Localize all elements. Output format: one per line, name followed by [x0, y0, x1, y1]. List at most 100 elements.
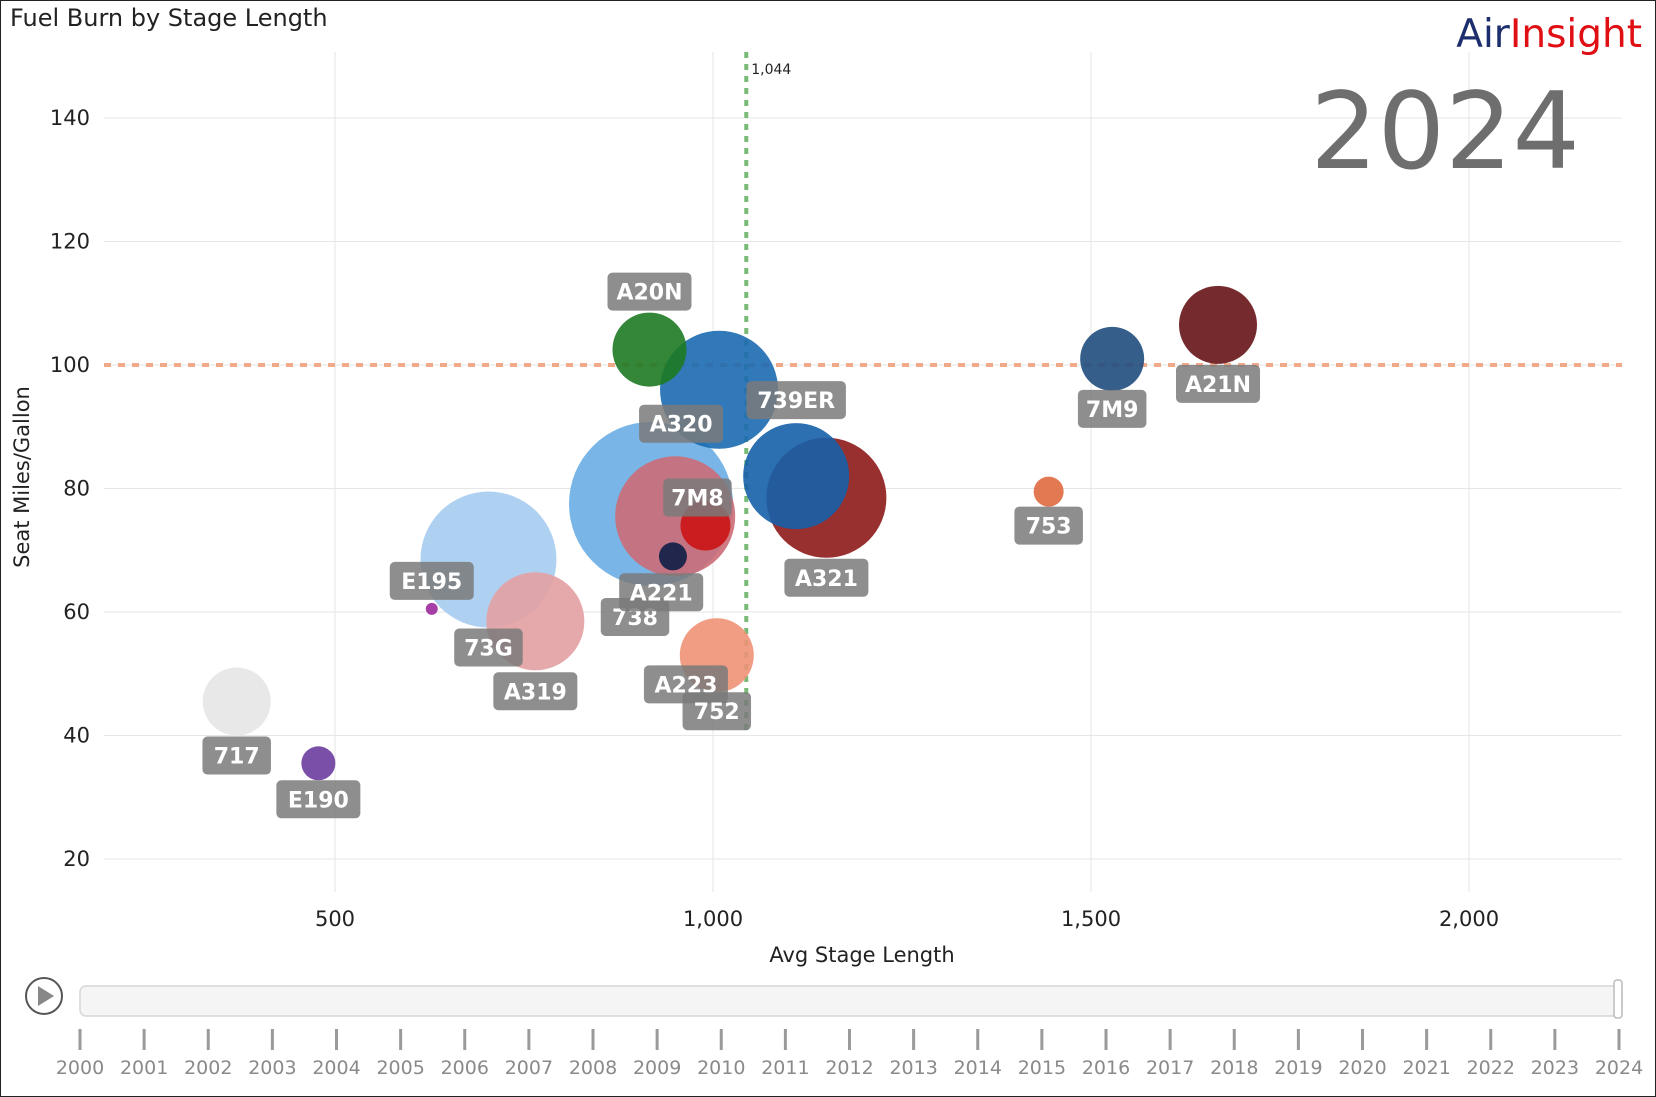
timeline-year-2021[interactable]: 2021: [1402, 1057, 1450, 1079]
axes: 500 1,000 1,500 2,000 20 40 60 80 100 120 140 Avg S…: [10, 106, 1499, 967]
bubble-label: 752: [682, 692, 752, 731]
bubble-label-text: E190: [288, 788, 349, 813]
timeline-year-2019[interactable]: 2019: [1274, 1057, 1322, 1079]
timeline: 2000 2001 2002 2003 2004 2005 2006 2007 2008 2009…: [25, 977, 1643, 1079]
y-axis-title: Seat Miles/Gallon: [10, 386, 34, 568]
current-year-label: 2024: [1310, 70, 1580, 193]
timeline-year-2009[interactable]: 2009: [633, 1057, 681, 1079]
bubble-label-text: A321: [795, 567, 858, 592]
play-button[interactable]: [25, 977, 63, 1015]
x-tick-label: 2,000: [1439, 907, 1499, 931]
bubble-753[interactable]: [1033, 476, 1064, 507]
timeline-year-2007[interactable]: 2007: [505, 1057, 553, 1079]
timeline-year-2018[interactable]: 2018: [1210, 1057, 1258, 1079]
x-tick-label: 500: [315, 907, 355, 931]
bubble-label-background: [619, 573, 704, 612]
bubble-label: 717: [202, 736, 271, 775]
bubble-label-background: [493, 672, 578, 711]
bubble-label-background: [607, 272, 692, 311]
bubble-label-text: A21N: [1185, 373, 1251, 398]
bubble-label-text: 7M8: [671, 487, 724, 512]
bubble-label: 7M8: [663, 478, 732, 517]
timeline-year-2015[interactable]: 2015: [1018, 1057, 1066, 1079]
bubble-label-text: 752: [694, 700, 740, 725]
x-axis-title: Avg Stage Length: [769, 943, 954, 967]
y-tick-label: 80: [63, 477, 90, 501]
timeline-year-2005[interactable]: 2005: [376, 1057, 424, 1079]
timeline-year-2004[interactable]: 2004: [312, 1057, 360, 1079]
bubble-739er[interactable]: [743, 423, 850, 530]
timeline-year-2022[interactable]: 2022: [1467, 1057, 1515, 1079]
bubble-label-background: [389, 561, 474, 600]
bubble-label-background: [639, 404, 724, 443]
bubble-label: A320: [639, 404, 724, 443]
bubble-label: A319: [493, 672, 578, 711]
bubble-labels: 717E190E19573GA319738A221A223A20NA3207M8…: [202, 272, 1261, 819]
bubble-label-text: A320: [650, 413, 713, 438]
timeline-year-2002[interactable]: 2002: [184, 1057, 232, 1079]
x-tick-label: 1,500: [1061, 907, 1121, 931]
bubble-a20n[interactable]: [612, 312, 687, 387]
timeline-year-2008[interactable]: 2008: [569, 1057, 617, 1079]
bubble-e190[interactable]: [301, 746, 336, 781]
timeline-year-2000[interactable]: 2000: [56, 1057, 104, 1079]
bubble-label: E195: [389, 561, 474, 600]
timeline-year-2023[interactable]: 2023: [1531, 1057, 1579, 1079]
chart-title: Fuel Burn by Stage Length: [10, 4, 328, 32]
y-tick-label: 140: [50, 106, 90, 130]
bubble-label-background: [1077, 389, 1147, 428]
bubble-a223[interactable]: [658, 542, 687, 571]
brand-air: Air: [1456, 12, 1510, 57]
timeline-slider-handle[interactable]: [1613, 979, 1623, 1019]
play-icon: [38, 986, 54, 1006]
bubble-label-text: A319: [504, 680, 567, 705]
bubble-a21n[interactable]: [1179, 285, 1258, 364]
timeline-year-2010[interactable]: 2010: [697, 1057, 745, 1079]
bubble-label-background: [1014, 506, 1083, 545]
bubble-label-text: 753: [1026, 515, 1072, 540]
bubble-e195[interactable]: [425, 602, 438, 615]
timeline-year-2012[interactable]: 2012: [825, 1057, 873, 1079]
bubble-label-background: [746, 381, 846, 420]
y-tick-label: 100: [50, 353, 90, 377]
bubble-label: 7M9: [1077, 389, 1147, 428]
bubble-label-text: 73G: [464, 637, 513, 662]
y-tick-label: 20: [63, 847, 90, 871]
bubble-label: 73G: [454, 628, 523, 667]
bubble-label-text: 717: [214, 745, 260, 770]
bubbles: [202, 285, 1258, 781]
bubble-label: 739ER: [746, 381, 846, 420]
bubble-7m9[interactable]: [1080, 326, 1145, 391]
timeline-year-2006[interactable]: 2006: [441, 1057, 489, 1079]
timeline-year-2016[interactable]: 2016: [1082, 1057, 1130, 1079]
bubble-label: 753: [1014, 506, 1083, 545]
bubble-label: A221: [619, 573, 704, 612]
bubble-label-text: A221: [630, 581, 693, 606]
bubble-label-text: A20N: [616, 281, 682, 306]
bubble-label-background: [682, 692, 752, 731]
x-tick-label: 1,000: [683, 907, 743, 931]
brand-insight: Insight: [1509, 12, 1642, 57]
timeline-year-2013[interactable]: 2013: [889, 1057, 937, 1079]
y-tick-label: 60: [63, 600, 90, 624]
timeline-year-2024[interactable]: 2024: [1595, 1057, 1643, 1079]
bubble-label-text: E195: [401, 570, 462, 595]
y-tick-label: 40: [63, 724, 90, 748]
bubble-label: A20N: [607, 272, 692, 311]
bubble-label-text: 7M9: [1086, 398, 1139, 423]
bubble-label-background: [454, 628, 523, 667]
timeline-year-2017[interactable]: 2017: [1146, 1057, 1194, 1079]
bubble-label-background: [663, 478, 732, 517]
timeline-year-2003[interactable]: 2003: [248, 1057, 296, 1079]
timeline-slider-track[interactable]: [79, 985, 1623, 1017]
bubble-label-background: [202, 736, 271, 775]
bubble-label-background: [1176, 364, 1261, 403]
timeline-year-2020[interactable]: 2020: [1338, 1057, 1386, 1079]
bubble-717[interactable]: [202, 667, 271, 736]
y-tick-label: 120: [50, 230, 90, 254]
brand-logo: AirInsight: [1456, 12, 1642, 57]
timeline-year-2014[interactable]: 2014: [954, 1057, 1002, 1079]
timeline-year-2001[interactable]: 2001: [120, 1057, 168, 1079]
timeline-year-2011[interactable]: 2011: [761, 1057, 809, 1079]
